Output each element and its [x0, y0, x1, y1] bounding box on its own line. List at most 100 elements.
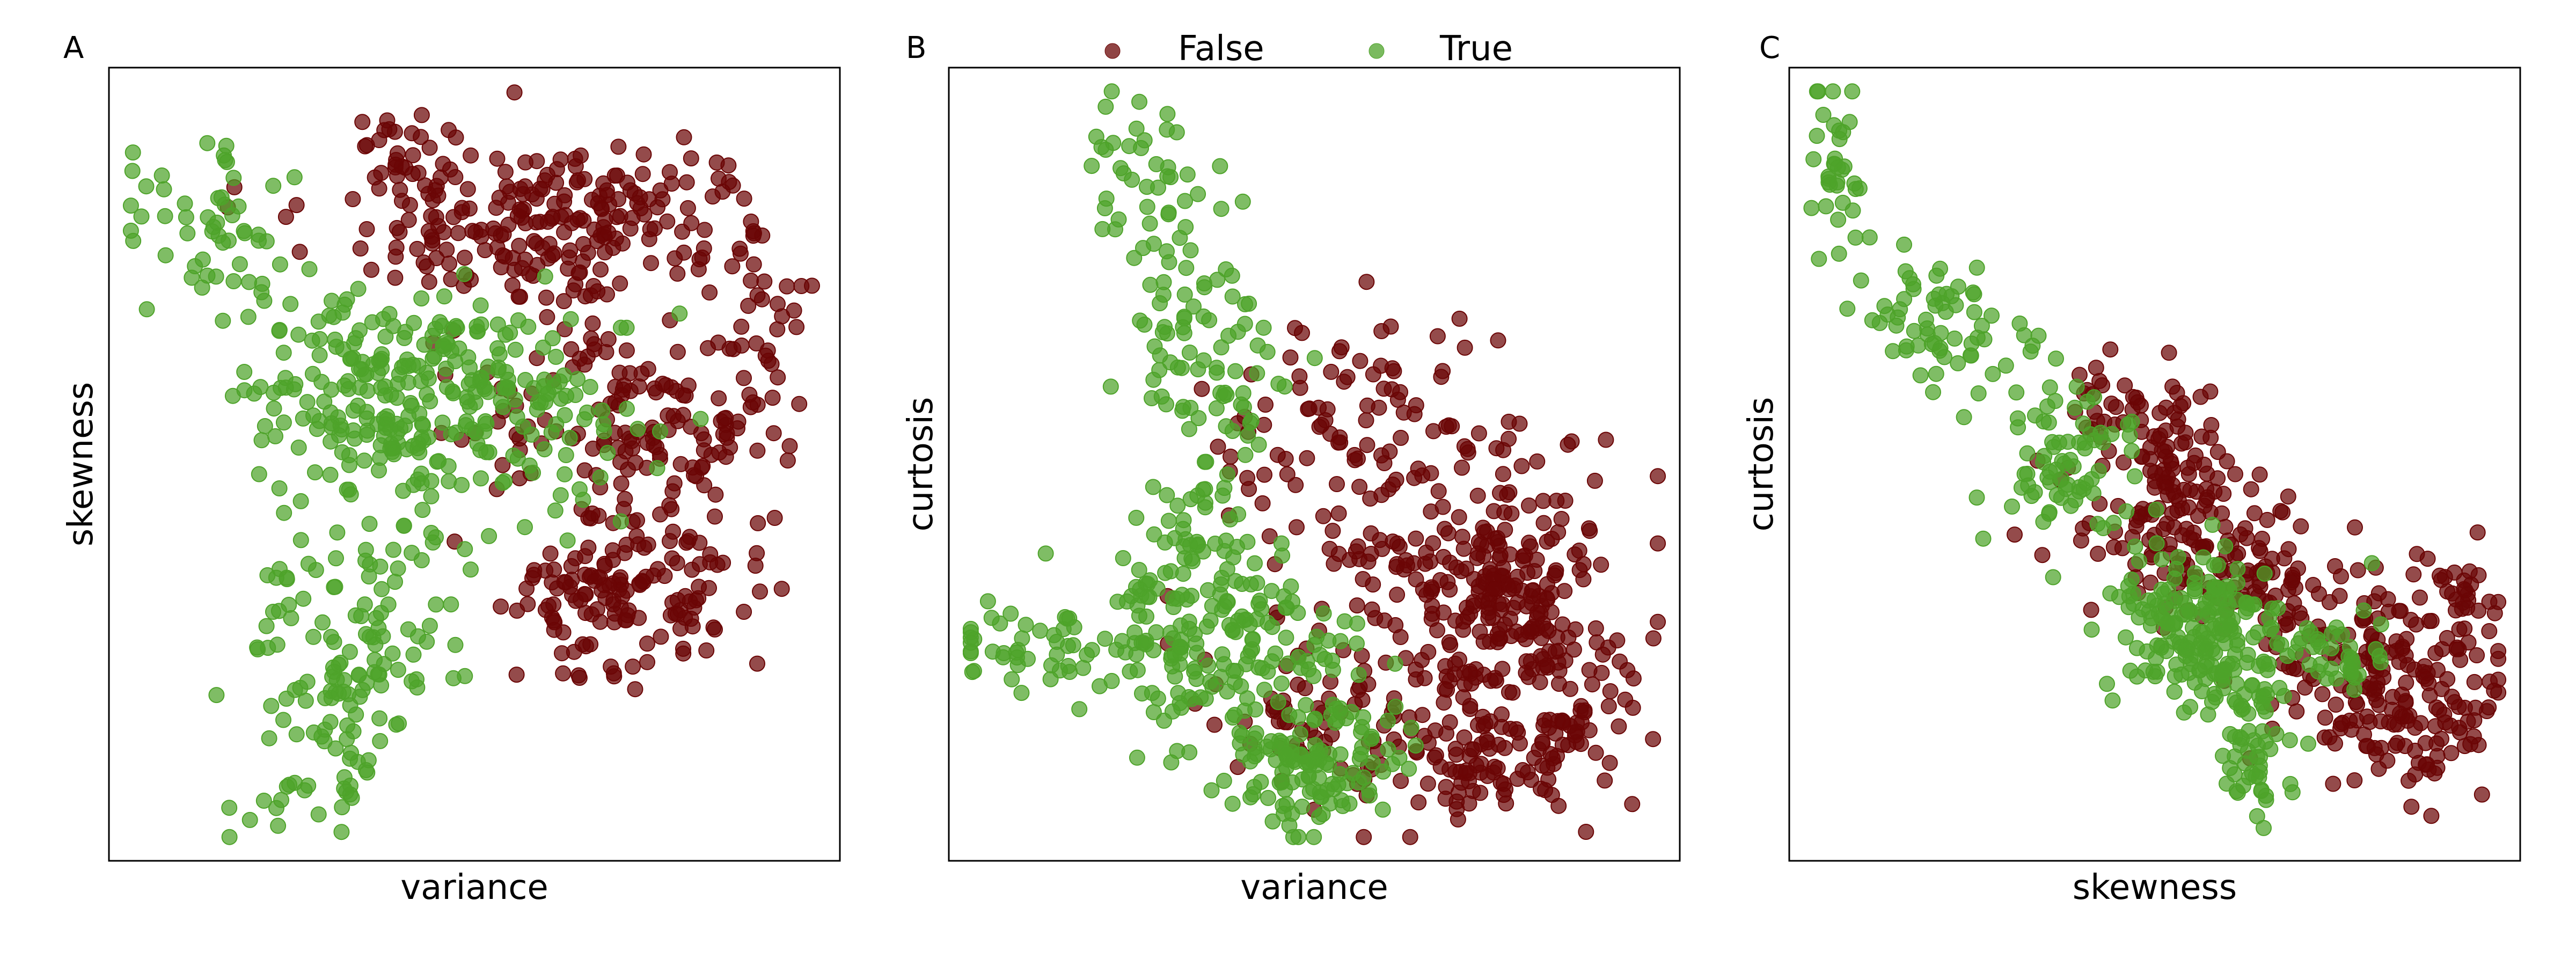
point-true — [295, 410, 311, 427]
point-true — [2095, 520, 2112, 536]
point-false — [2314, 686, 2331, 702]
point-false — [676, 129, 692, 145]
point-false — [1509, 771, 1526, 787]
point-true — [2022, 343, 2039, 360]
point-true — [2197, 637, 2213, 653]
point-false — [1567, 546, 1583, 563]
point-false — [1392, 629, 1409, 645]
point-true — [1275, 797, 1291, 814]
point-false — [2470, 602, 2487, 619]
point-true — [2075, 415, 2091, 432]
point-true — [301, 261, 318, 277]
point-true — [374, 581, 390, 597]
point-true — [1380, 713, 1396, 729]
point-true — [1213, 339, 1230, 356]
point-false — [1402, 829, 1418, 845]
point-false — [605, 596, 621, 613]
point-true — [1162, 169, 1179, 185]
point-false — [2274, 504, 2291, 521]
point-false — [594, 201, 610, 217]
point-true — [125, 144, 141, 161]
point-true — [1046, 627, 1062, 643]
point-false — [586, 278, 602, 294]
point-false — [1254, 495, 1271, 511]
point-false — [2288, 703, 2305, 720]
point-false — [1521, 497, 1537, 514]
point-true — [1841, 114, 1858, 130]
point-true — [225, 170, 242, 186]
point-true — [299, 394, 316, 411]
point-true — [2182, 650, 2199, 667]
point-true — [313, 374, 330, 390]
point-true — [2047, 393, 2063, 409]
point-true — [1853, 272, 1869, 289]
point-true — [1131, 93, 1147, 110]
point-true — [2056, 455, 2073, 472]
point-true — [2148, 501, 2164, 518]
point-true — [1818, 198, 1834, 215]
point-true — [1897, 263, 1914, 280]
point-false — [1495, 775, 1512, 792]
point-true — [307, 464, 323, 481]
point-false — [1356, 829, 1372, 845]
point-false — [2166, 405, 2183, 421]
point-false — [1486, 580, 1503, 597]
point-false — [618, 342, 635, 358]
point-true — [2355, 602, 2372, 619]
point-true — [2251, 688, 2268, 705]
point-false — [1598, 431, 1614, 448]
point-false — [2142, 439, 2158, 456]
point-true — [279, 571, 295, 588]
point-false — [1539, 576, 1555, 592]
point-true — [2181, 634, 2198, 650]
point-true — [2124, 443, 2140, 459]
point-true — [525, 464, 541, 481]
panel-b-frame — [948, 67, 1681, 862]
point-false — [683, 150, 699, 167]
point-false — [1385, 533, 1401, 550]
point-false — [1393, 773, 1409, 789]
point-true — [473, 470, 489, 487]
point-true — [1201, 312, 1218, 328]
point-true — [2027, 407, 2043, 424]
point-true — [404, 398, 420, 414]
point-true — [1198, 453, 1214, 470]
point-true — [1013, 685, 1030, 701]
point-false — [548, 174, 565, 191]
point-true — [1805, 151, 1822, 167]
point-false — [357, 138, 374, 155]
point-false — [1444, 418, 1460, 435]
point-false — [605, 239, 621, 256]
point-true — [2173, 590, 2189, 606]
point-true — [1145, 371, 1162, 388]
point-true — [377, 328, 394, 345]
point-false — [678, 174, 695, 191]
point-true — [1172, 230, 1188, 246]
point-false — [1492, 485, 1508, 501]
point-false — [2439, 671, 2456, 687]
point-true — [1294, 771, 1311, 788]
point-false — [2186, 455, 2202, 471]
point-false — [1408, 571, 1424, 588]
point-true — [373, 677, 390, 694]
point-true — [2269, 635, 2286, 652]
point-true — [1343, 704, 1359, 720]
point-false — [2290, 560, 2306, 577]
point-false — [686, 467, 702, 484]
point-true — [1212, 586, 1228, 603]
point-false — [2444, 689, 2460, 705]
point-false — [555, 665, 572, 682]
point-false — [493, 259, 509, 275]
point-false — [633, 365, 650, 382]
point-true — [240, 309, 257, 325]
point-false — [1358, 274, 1375, 290]
point-true — [419, 364, 435, 381]
point-false — [612, 454, 629, 470]
point-false — [600, 331, 617, 347]
point-true — [1132, 312, 1148, 329]
point-false — [1480, 610, 1497, 626]
point-false — [2243, 481, 2259, 497]
point-false — [592, 261, 609, 278]
point-true — [2182, 604, 2198, 620]
point-false — [1359, 437, 1375, 453]
